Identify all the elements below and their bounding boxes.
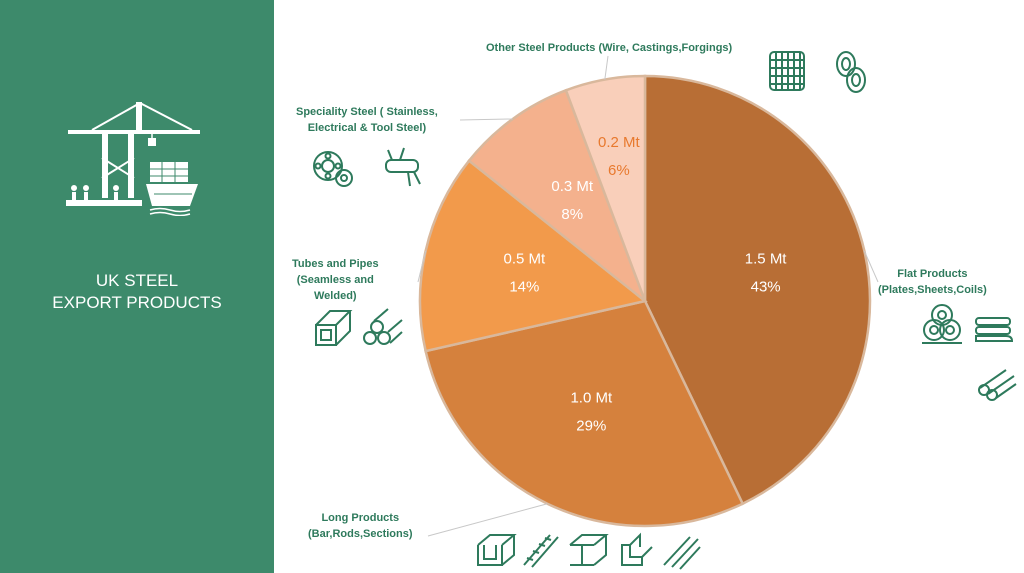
label-line: Long Products <box>321 512 400 524</box>
label-line: Welded) <box>314 290 357 302</box>
page-title-line-1: UK STEEL <box>95 271 179 290</box>
data-label-value: 0.5 Mt <box>504 250 547 267</box>
label-line: Other Steel Products (Wire, Castings,For… <box>486 42 733 54</box>
pie-slice-tubes-and-pipes <box>418 158 648 353</box>
label-line: Electrical & Tool Steel) <box>307 122 427 134</box>
label-speciality-steel: Speciality Steel ( Stainless, Electrical… <box>296 104 438 136</box>
page-title-line-2: EXPORT PRODUCTS <box>52 293 222 312</box>
data-label-value: 1.5 Mt <box>745 250 788 267</box>
data-label-percent: 8% <box>561 206 583 223</box>
leader-line <box>863 250 879 283</box>
data-label-value: 1.0 Mt <box>570 389 613 406</box>
label-long-products: Long Products (Bar,Rods,Sections) <box>308 510 413 542</box>
label-line: (Plates,Sheets,Coils) <box>878 284 987 296</box>
port-crane-ship-icon <box>66 102 200 216</box>
pie-slice-flat-products <box>643 74 872 506</box>
sidebar: UK STEEL EXPORT PRODUCTS <box>0 0 274 573</box>
label-line: Flat Products <box>897 268 968 280</box>
label-line: (Bar,Rods,Sections) <box>308 528 413 540</box>
leader-line <box>427 503 548 537</box>
leader-line <box>417 250 427 283</box>
label-line: Speciality Steel ( Stainless, <box>296 106 438 118</box>
data-label-value: 0.2 Mt <box>598 134 641 151</box>
data-label-percent: 43% <box>751 278 781 295</box>
label-line: Tubes and Pipes <box>292 258 379 270</box>
data-label-value: 0.3 Mt <box>551 178 594 195</box>
data-label-percent: 6% <box>608 162 630 179</box>
pie-slice-other-steel-products-wire-castings-forgings <box>564 74 647 302</box>
pie-slice-speciality-steel-stainless <box>467 88 648 305</box>
label-flat-products: Flat Products (Plates,Sheets,Coils) <box>878 266 987 298</box>
label-other-steel-products: Other Steel Products (Wire, Castings,For… <box>486 40 732 56</box>
page-title: UK STEEL EXPORT PRODUCTS <box>0 270 274 314</box>
data-label-percent: 29% <box>576 417 606 434</box>
leader-line <box>459 118 513 121</box>
label-line: (Seamless and <box>296 274 374 286</box>
leader-line <box>604 55 609 80</box>
data-label-percent: 14% <box>509 278 539 295</box>
pie-slice-long-products <box>424 299 745 528</box>
label-tubes-pipes: Tubes and Pipes (Seamless and Welded) <box>292 256 379 304</box>
